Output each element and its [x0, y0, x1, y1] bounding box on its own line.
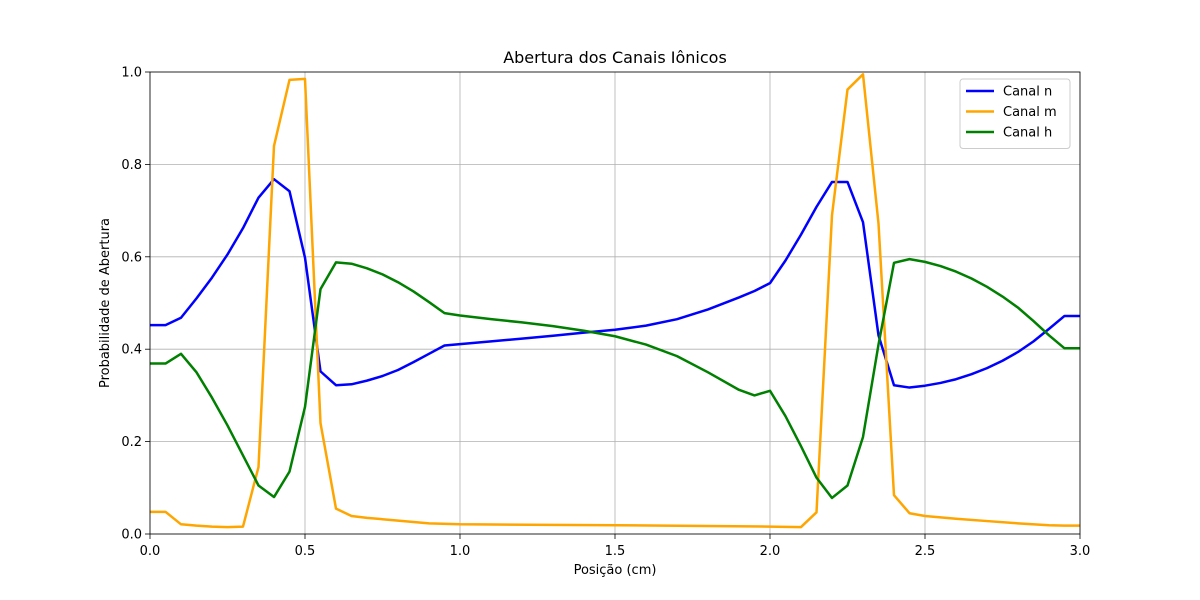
x-tick-label: 2.5 [915, 544, 936, 559]
x-axis-label: Posição (cm) [574, 563, 657, 578]
axis-ticks: 0.0 0.5 1.0 1.5 2.0 2.5 3.0 0.0 0.2 0.4 0.6 0.8 1.0 [121, 66, 1090, 560]
y-tick-label: 1.0 [121, 66, 142, 81]
legend-label-canal-h: Canal h [1003, 126, 1052, 141]
x-tick-label: 1.5 [605, 544, 626, 559]
series-line-canal-h [150, 257, 1080, 500]
y-tick-label: 0.2 [121, 435, 142, 450]
y-axis-label: Probabilidade de Abertura [98, 218, 113, 388]
y-tick-label: 0.4 [121, 343, 142, 358]
y-tick-label: 0.0 [121, 528, 142, 543]
x-tick-label: 2.0 [760, 544, 781, 559]
legend-label-canal-n: Canal n [1003, 85, 1052, 100]
x-tick-label: 3.0 [1070, 544, 1091, 559]
legend: Canal n Canal m Canal h [959, 78, 1071, 149]
series-line-canal-m [150, 73, 1080, 529]
legend-label-canal-m: Canal m [1003, 105, 1057, 120]
series-lines [150, 73, 1080, 529]
y-tick-label: 0.8 [121, 158, 142, 173]
series-line-canal-n [150, 177, 1080, 389]
x-tick-label: 0.0 [140, 544, 161, 559]
x-tick-label: 0.5 [295, 544, 316, 559]
chart-title: Abertura dos Canais Iônicos [503, 48, 727, 67]
x-tick-label: 1.0 [450, 544, 471, 559]
y-tick-label: 0.6 [121, 250, 142, 265]
